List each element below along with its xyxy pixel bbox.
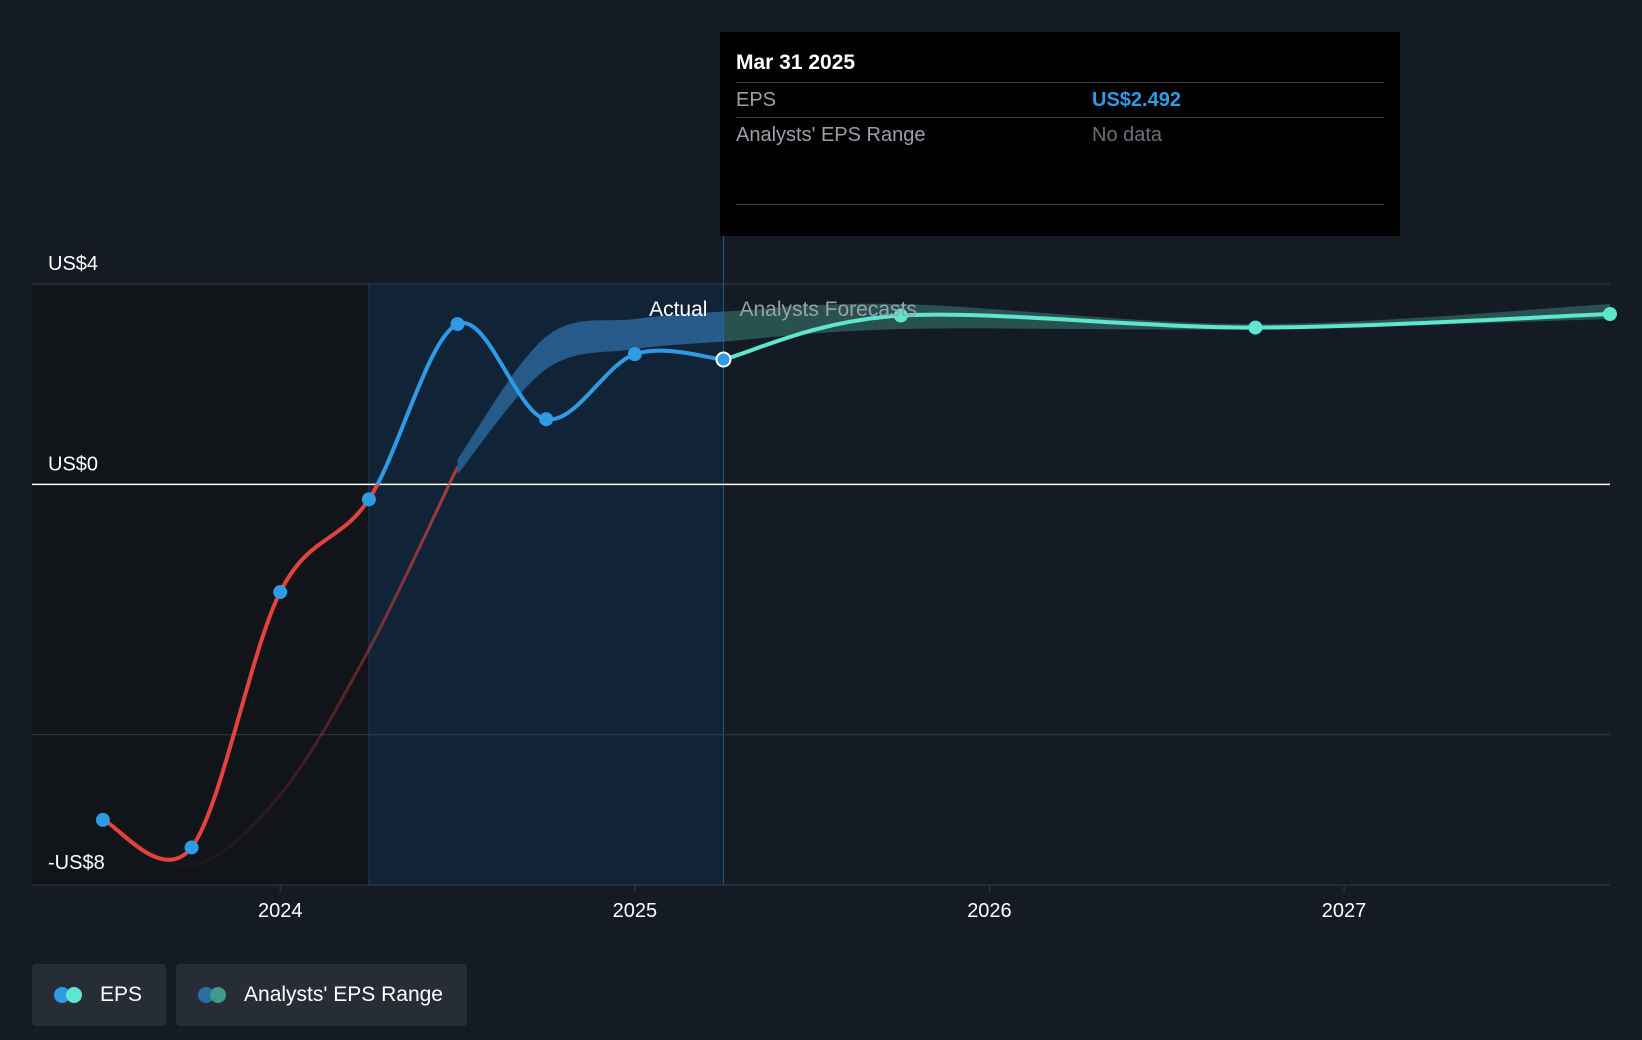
eps-point	[450, 317, 465, 332]
legend-label-eps: EPS	[100, 983, 143, 1006]
legend-label-range: Analysts' EPS Range	[244, 983, 443, 1006]
eps-line-positive	[375, 320, 724, 485]
eps-swatch-icon	[54, 986, 88, 1004]
forecast-point	[893, 308, 908, 323]
range-swatch-icon	[198, 986, 232, 1004]
swatch-dot	[210, 987, 227, 1003]
eps-point	[184, 840, 199, 855]
tooltip: Mar 31 2025 EPS US$2.492 Analysts' EPS R…	[720, 32, 1400, 236]
legend-item-eps[interactable]: EPS	[32, 964, 167, 1026]
tooltip-eps-label: EPS	[736, 89, 777, 111]
y-tick-label: -US$8	[48, 852, 105, 874]
range-band-past	[457, 311, 724, 475]
y-tick-label: US$4	[48, 253, 98, 275]
tooltip-date: Mar 31 2025	[736, 46, 1384, 83]
highlight-region	[368, 284, 724, 885]
y-tick-label: US$0	[48, 453, 98, 475]
legend: EPS Analysts' EPS Range	[32, 964, 467, 1026]
eps-point	[273, 585, 288, 600]
eps-point	[539, 412, 554, 427]
eps-point	[95, 812, 110, 827]
eps-point	[361, 492, 376, 507]
swatch-dot	[66, 987, 82, 1003]
tooltip-range-value: No data	[1092, 124, 1163, 146]
x-tick-label: 2025	[613, 900, 658, 922]
forecast-point	[1603, 307, 1617, 322]
range-band-negative	[102, 466, 459, 867]
tooltip-eps-value: US$2.492	[1092, 89, 1181, 111]
actual-label: Actual	[649, 298, 707, 321]
eps-point	[627, 347, 642, 362]
legend-item-range[interactable]: Analysts' EPS Range	[176, 964, 467, 1026]
eps-line-negative	[102, 484, 380, 862]
past-region	[32, 284, 369, 885]
eps-point-selected	[715, 351, 732, 368]
tooltip-row-range: Analysts' EPS Range No data	[736, 118, 1384, 205]
x-tick-label: 2026	[967, 900, 1012, 922]
forecast-point	[1248, 320, 1263, 335]
x-tick-label: 2027	[1322, 900, 1367, 922]
tooltip-range-label: Analysts' EPS Range	[736, 124, 926, 146]
tooltip-row-eps: EPS US$2.492	[736, 83, 1384, 118]
x-tick-label: 2024	[258, 900, 303, 922]
eps-forecast-line	[723, 312, 1611, 362]
forecast-label: Analysts Forecasts	[739, 298, 916, 321]
